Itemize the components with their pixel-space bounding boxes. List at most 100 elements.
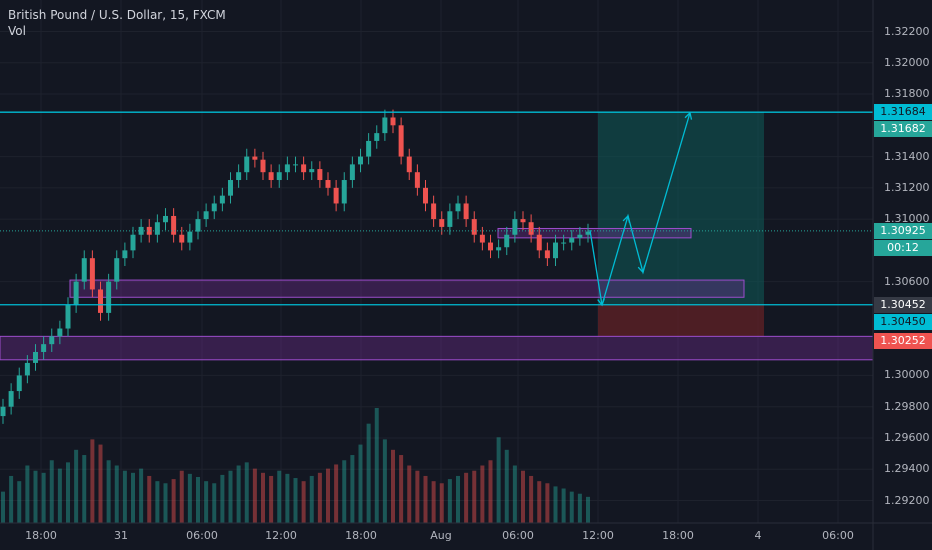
candle-body [293,164,298,166]
time-axis-label: 18:00 [662,529,694,542]
volume-bar [57,468,62,523]
volume-label[interactable]: Vol [8,24,26,38]
supply-demand-zone [69,279,745,298]
price-tag-stop: 1.30252 [874,333,932,350]
volume-bar [407,465,412,523]
volume-bar [358,444,363,523]
horizontal-levels[interactable] [0,111,873,306]
symbol-title[interactable]: British Pound / U.S. Dollar, 15, FXCM [8,8,226,22]
volume-bar [553,486,558,523]
volume-bar [155,481,160,523]
time-axis-label: 4 [754,529,762,542]
candle-body [390,117,396,126]
candle-body [284,164,290,173]
price-axis-label: 1.31800 [884,87,930,101]
candle-body [569,237,575,243]
volume-bar [236,465,241,523]
volume-bar [228,470,233,523]
candle-body [333,187,339,204]
candle-body [496,247,502,251]
candle-body [423,187,428,204]
price-tag-timer: 00:12 [874,239,932,256]
candle-body [57,328,63,337]
candle-body [447,211,453,227]
candle-body [154,222,160,235]
volume-bar [447,479,452,523]
price-axis-label: 1.30600 [884,274,930,288]
candle-body [406,156,412,173]
volume-bar [106,460,111,523]
volume-bar [147,475,152,523]
volume-bar [25,465,30,523]
volume-bar [269,475,274,523]
candle-body [252,156,258,160]
candle-body [349,164,355,181]
candle-body [73,281,79,306]
chart-legend: British Pound / U.S. Dollar, 15, FXCM Vo… [8,7,226,39]
volume-bar [82,455,87,523]
volume-bar [374,408,379,523]
candle-body [146,226,152,235]
volume-bar [439,483,444,523]
candle-body [455,203,461,212]
candle-body [268,172,274,181]
candle-body [16,375,22,392]
volume-bar [74,449,79,523]
drawing-zones[interactable] [0,112,874,361]
candle-body [187,231,193,243]
price-axis-label: 1.31400 [884,149,930,163]
volume-bar [114,465,119,523]
candle-body [41,344,47,352]
candle-body [309,169,315,173]
candle-body [114,258,120,282]
volume-bar [90,439,95,523]
candle-body [228,180,233,196]
candle-body [89,258,95,290]
volume-bar [9,475,14,523]
candle-body [512,219,518,235]
candle-body [471,219,477,235]
volume-bar [415,470,420,523]
price-axis-label: 1.29400 [884,462,930,476]
volume-bar [33,470,38,523]
price-tag-target: 1.31684 [874,104,932,121]
candle-body [244,156,250,173]
candle-body [236,172,242,181]
volume-bar [399,455,404,523]
candle-body [260,159,266,173]
volume-bar [187,473,192,523]
price-tag-entry: 1.30452 [874,296,932,313]
volume-bar [98,444,103,523]
candle-body [341,180,347,204]
volume-bar [139,468,144,523]
volume-bar [537,481,542,523]
volume-bar [252,468,257,523]
candle-body [24,362,30,376]
projection-path[interactable] [589,111,693,307]
volume-bar [512,465,517,523]
candle-body [585,231,591,235]
volume-bar [301,481,306,523]
candle-body [358,156,363,165]
volume-bar [261,472,265,523]
volume-bar [277,470,282,523]
volume-bar [423,475,428,523]
volume-bar [212,483,217,523]
time-axis-label: 12:00 [265,529,297,542]
volume-bar [326,468,330,523]
volume-bar [382,439,387,523]
candle-body [431,203,437,220]
candle-body [130,234,136,251]
time-axis-label: 18:00 [25,529,57,542]
candle-body [203,211,209,220]
candle-body [0,406,6,417]
price-axis-label: 1.32200 [884,24,930,38]
volume-bar [472,470,477,523]
price-axis-label: 1.29200 [884,493,930,507]
time-axis-label: 31 [114,529,128,542]
candle-body [179,234,185,243]
candle-body [366,140,372,157]
candle-body [553,242,558,259]
candle-body [504,234,510,248]
